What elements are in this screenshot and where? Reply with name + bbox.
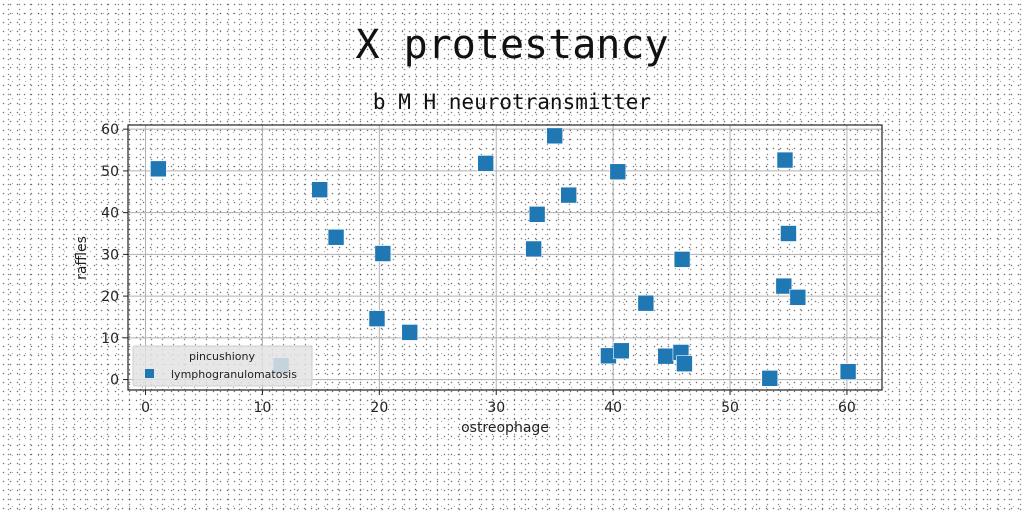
data-point <box>374 245 392 262</box>
x-tick-label: 10 <box>254 400 272 416</box>
legend-marker <box>145 369 154 378</box>
data-point <box>775 277 793 295</box>
x-axis-label: ostreophage <box>461 420 549 436</box>
x-tick-label: 20 <box>370 400 388 416</box>
chart-title: X protestancy <box>355 22 669 68</box>
data-point <box>150 160 167 178</box>
y-tick-label: 10 <box>101 331 119 347</box>
data-point <box>609 163 627 181</box>
data-point <box>546 127 563 145</box>
legend-entry-label: lymphogranulomatosis <box>171 368 297 381</box>
data-point <box>657 347 675 365</box>
y-tick-label: 20 <box>101 289 119 305</box>
x-tick-label: 50 <box>721 400 739 416</box>
data-point <box>673 251 691 268</box>
x-tick-label: 40 <box>604 400 622 416</box>
data-point <box>637 294 655 312</box>
data-point <box>528 206 546 223</box>
legend-box <box>132 345 313 387</box>
data-point <box>560 186 578 204</box>
data-point <box>327 228 345 246</box>
data-point <box>477 155 495 172</box>
y-tick-label: 40 <box>101 206 119 222</box>
y-tick-label: 30 <box>101 247 119 263</box>
x-tick-label: 0 <box>141 400 150 416</box>
y-tick-label: 60 <box>101 122 119 138</box>
data-point <box>776 151 794 169</box>
data-point <box>780 225 797 242</box>
data-point <box>368 310 386 327</box>
plot-frame <box>127 124 883 391</box>
data-point <box>839 363 857 380</box>
x-tick-label: 60 <box>838 400 856 416</box>
y-axis-label: raffles <box>74 236 90 280</box>
data-point <box>761 370 779 387</box>
data-point <box>676 355 693 373</box>
y-tick-label: 50 <box>101 164 119 180</box>
data-point <box>789 289 807 306</box>
data-point <box>311 181 329 198</box>
data-point <box>613 342 630 360</box>
x-tick-label: 30 <box>487 400 505 416</box>
data-point <box>401 324 419 341</box>
legend: pincushiony lymphogranulomatosis <box>132 345 313 387</box>
data-point <box>525 240 542 258</box>
y-tick-label: 0 <box>110 373 119 389</box>
legend-title: pincushiony <box>189 350 255 363</box>
axis-ticks: 0 10 20 30 40 50 60 0 10 20 30 40 50 60 <box>101 122 856 416</box>
chart-subtitle: b M H neurotransmitter <box>372 90 652 114</box>
